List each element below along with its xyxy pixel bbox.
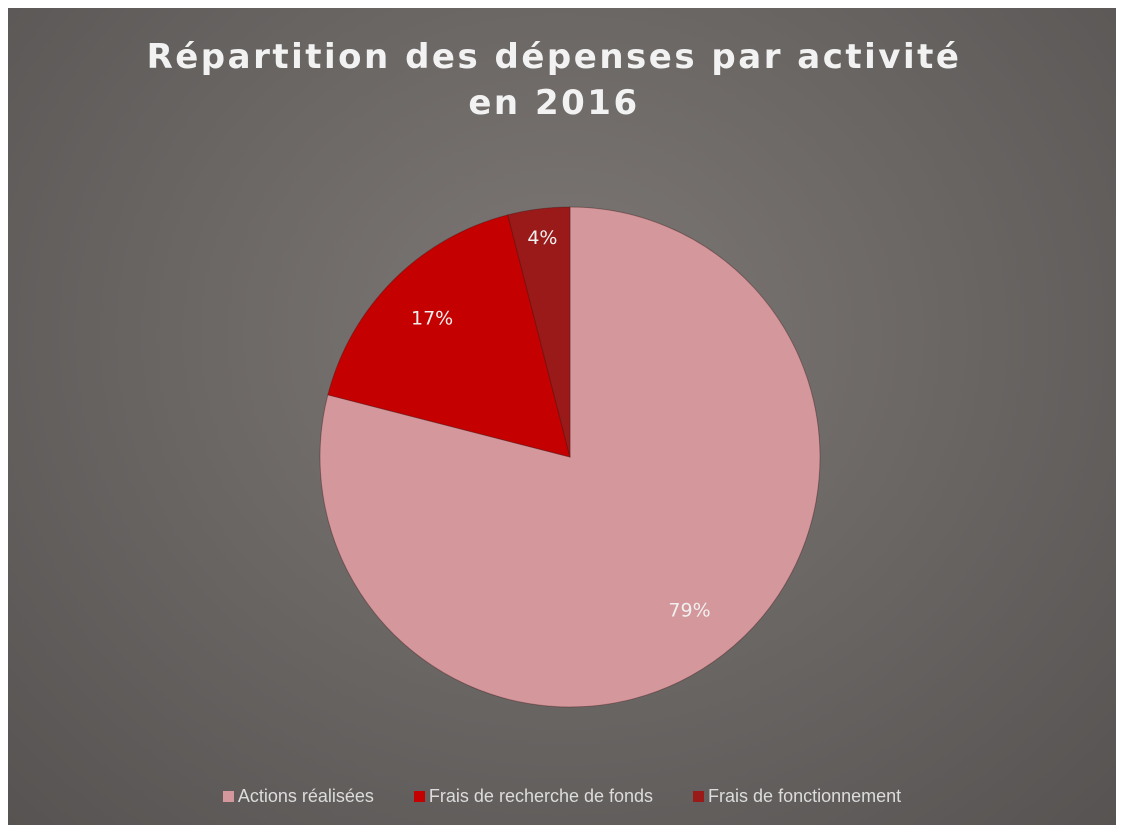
data-label: 17% (411, 308, 453, 330)
legend-swatch (693, 791, 705, 802)
legend-item: Frais de fonctionnement (693, 786, 901, 807)
legend-label: Actions réalisées (237, 786, 374, 806)
pie-slice (507, 206, 571, 458)
data-label: 79% (668, 600, 710, 622)
legend-label: Frais de fonctionnement (708, 786, 902, 806)
data-label: 4% (527, 227, 557, 249)
legend-swatch (413, 791, 425, 802)
legend: Actions réalisées Frais de recherche de f… (8, 786, 1116, 807)
pie-slice (327, 214, 571, 458)
legend-item: Frais de recherche de fonds (413, 786, 654, 807)
chart-title: Répartition des dépenses par activité en… (146, 37, 962, 123)
legend-label: Frais de recherche de fonds (428, 786, 654, 806)
legend-swatch (222, 791, 234, 802)
legend-item: Actions réalisées (222, 786, 374, 807)
pie-slice (319, 206, 821, 708)
